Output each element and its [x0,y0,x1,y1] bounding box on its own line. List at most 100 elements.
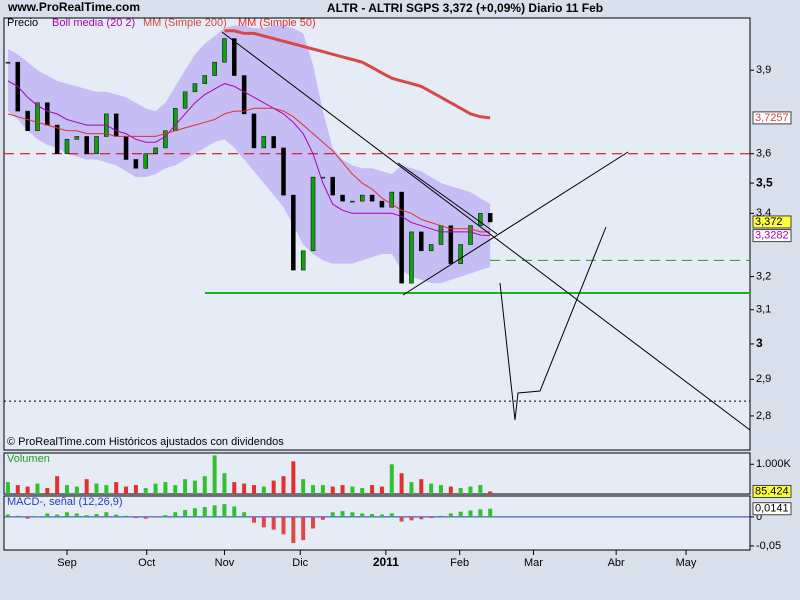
candle [458,244,463,264]
panel-title: Volumen [7,453,50,465]
bar [291,461,296,494]
bar [379,514,384,517]
bar [114,482,119,494]
candle [94,136,99,154]
value-box [752,215,792,229]
series-line [224,29,491,120]
candle [64,139,70,154]
bar [399,473,404,494]
bar [153,516,158,518]
y-tick-label: 3,1 [756,304,771,316]
y-tick-label: 3,5 [756,175,773,189]
candle [291,194,296,271]
bar [212,505,217,517]
plot-layer: 3,93,63,53,43,23,132,92,81.000K0-0,05Sep… [4,17,792,569]
bar [458,511,463,517]
bar [242,483,247,494]
bar [15,515,20,517]
candle [222,38,227,63]
bar [320,485,325,494]
candle [409,231,414,284]
candle [212,61,217,76]
series-line [7,107,491,233]
bar [261,486,266,494]
bar [212,455,217,494]
bar [429,516,434,519]
bar [389,464,394,494]
candle [478,213,483,226]
bar [64,485,69,494]
bar [242,512,247,517]
candle [35,102,40,132]
projection-line [499,226,607,421]
bar [360,488,365,494]
bar [173,485,178,494]
bar [25,516,30,519]
y-tick-label: 3,9 [756,64,771,76]
bar [468,486,473,494]
bar [192,480,197,494]
candle [281,147,286,196]
bar [5,514,10,517]
chart-title: ALTR - ALTRI SGPS 3,372 (+0,09%) Diario … [327,1,603,15]
bar [25,486,30,494]
bar [330,512,335,517]
candle [271,136,276,149]
bar [261,516,266,528]
bar [114,514,119,517]
value-box [752,484,792,498]
value-label: 3,3282 [755,230,789,242]
bar [124,515,129,517]
candle [468,225,473,245]
y-tick-label: 2,8 [756,410,771,422]
bar [74,486,79,494]
candle [448,225,454,264]
bar [301,479,306,494]
bar [124,486,129,494]
bar [232,482,237,494]
bar [183,479,188,494]
candle [84,136,89,154]
site-name: www.ProRealTime.com [7,0,140,14]
panel-title: MACD-, señal (12,26,9) [7,496,123,508]
bar [173,512,178,517]
bar [192,508,197,517]
value-label: 3,372 [755,216,783,228]
bar [281,516,286,535]
legend-label: Precio [7,17,38,29]
bar [232,506,237,517]
trend-line [221,31,751,431]
bar [311,485,316,494]
trend-line [397,162,498,235]
bar [55,476,60,494]
y-tick-label: -0,05 [756,540,781,552]
legend-label: MM (Simple 50) [238,17,316,29]
bar [64,512,69,517]
bar [301,516,306,541]
x-tick-label: Oct [138,557,155,569]
bar [153,483,158,494]
value-box [752,502,792,516]
bar [183,509,188,517]
bar [438,515,443,517]
candle [438,225,444,245]
x-tick-label: Feb [450,557,469,569]
x-tick-label: May [676,557,697,569]
candle [182,91,188,109]
candle [232,38,237,76]
bar [291,516,296,544]
volume-panel [3,452,751,495]
candle [241,75,247,115]
bar [478,485,483,494]
x-tick-label: Nov [215,557,235,569]
bar [163,482,168,494]
bar [15,485,20,494]
y-tick-label: 1.000K [756,458,792,470]
bar [340,511,345,517]
candle [74,136,80,140]
bar [143,488,148,494]
bar [478,509,483,517]
bar [222,504,227,517]
bar [320,516,325,520]
candle [54,124,60,154]
